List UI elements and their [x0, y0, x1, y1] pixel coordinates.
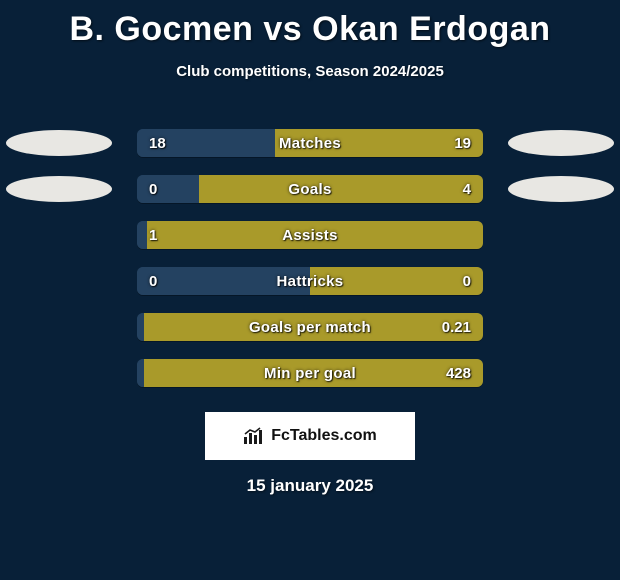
stat-bar-left-fill: [137, 313, 144, 341]
page-title: B. Gocmen vs Okan Erdogan: [0, 0, 620, 49]
stat-bar-left-fill: [137, 175, 199, 203]
stat-bar-right-fill: [147, 221, 483, 249]
stat-row: Min per goal428: [0, 350, 620, 396]
stat-bar: Matches1819: [137, 129, 483, 157]
date-label: 15 january 2025: [0, 476, 620, 496]
stat-bar-right-fill: [275, 129, 483, 157]
stat-bar-left-fill: [137, 267, 310, 295]
stat-bar: Goals04: [137, 175, 483, 203]
stat-bar-right-fill: [310, 267, 483, 295]
stat-row: Goals per match0.21: [0, 304, 620, 350]
stat-bar-right-fill: [144, 313, 483, 341]
stat-bar: Assists1: [137, 221, 483, 249]
stat-bar: Min per goal428: [137, 359, 483, 387]
chart-icon: [243, 427, 265, 445]
stat-row: Matches1819: [0, 120, 620, 166]
player-right-placeholder: [508, 130, 614, 156]
stat-row: Hattricks00: [0, 258, 620, 304]
stat-bar-left-fill: [137, 129, 275, 157]
stat-bar: Hattricks00: [137, 267, 483, 295]
stat-bar-left-fill: [137, 221, 147, 249]
stat-bar-right-fill: [144, 359, 483, 387]
fctables-logo: FcTables.com: [205, 412, 415, 460]
stats-container: Matches1819 Goals04 Assists1 Hattricks00 Goa…: [0, 120, 620, 396]
stat-row: Goals04: [0, 166, 620, 212]
stat-bar-left-fill: [137, 359, 144, 387]
stat-bar: Goals per match0.21: [137, 313, 483, 341]
stat-bar-right-fill: [199, 175, 483, 203]
logo-label: FcTables.com: [271, 427, 377, 445]
player-right-placeholder: [508, 176, 614, 202]
player-left-placeholder: [6, 176, 112, 202]
stat-row: Assists1: [0, 212, 620, 258]
player-left-placeholder: [6, 130, 112, 156]
subtitle: Club competitions, Season 2024/2025: [0, 63, 620, 80]
